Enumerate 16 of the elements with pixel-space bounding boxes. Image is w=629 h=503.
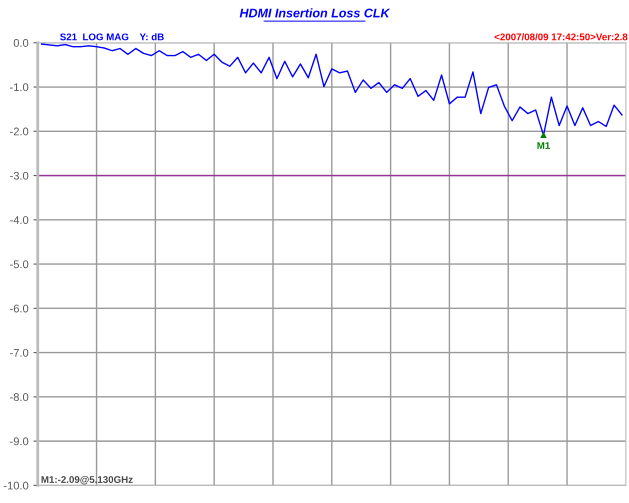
y-tick-label: -9.0 bbox=[10, 437, 28, 446]
y-tick-label: -5.0 bbox=[10, 260, 28, 268]
y-tick-label: -1.0 bbox=[10, 83, 28, 92]
y-tick-label: -7.0 bbox=[10, 348, 28, 357]
y-tick-label: -6.0 bbox=[10, 304, 28, 312]
y-tick-label: 0.0 bbox=[14, 39, 28, 47]
chart-title: HDMI Insertion Loss CLK bbox=[240, 8, 390, 18]
text: <2007/08/09 17:42:50>Ver:2.8 bbox=[494, 33, 628, 40]
text: S21 LOG MAG Y: dB bbox=[60, 33, 164, 40]
y-tick-label: -10.0 bbox=[4, 482, 28, 490]
annotation: M1:-2.09@5.130GHz bbox=[42, 476, 133, 484]
y-tick-label: -4.0 bbox=[10, 216, 28, 224]
y-tick-label: -8.0 bbox=[10, 393, 28, 401]
annotation: M1 bbox=[537, 142, 550, 149]
y-tick-label: -2.0 bbox=[10, 128, 28, 136]
y-tick-label: -3.0 bbox=[10, 172, 28, 180]
